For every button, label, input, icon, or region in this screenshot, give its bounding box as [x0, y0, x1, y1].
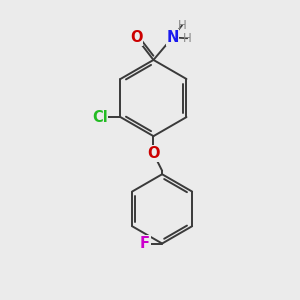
- Text: O: O: [130, 30, 142, 45]
- Text: O: O: [147, 146, 160, 161]
- Text: H: H: [178, 19, 186, 32]
- Text: Cl: Cl: [92, 110, 108, 124]
- Text: H: H: [183, 32, 192, 45]
- Text: F: F: [140, 236, 150, 251]
- Text: N: N: [166, 30, 179, 45]
